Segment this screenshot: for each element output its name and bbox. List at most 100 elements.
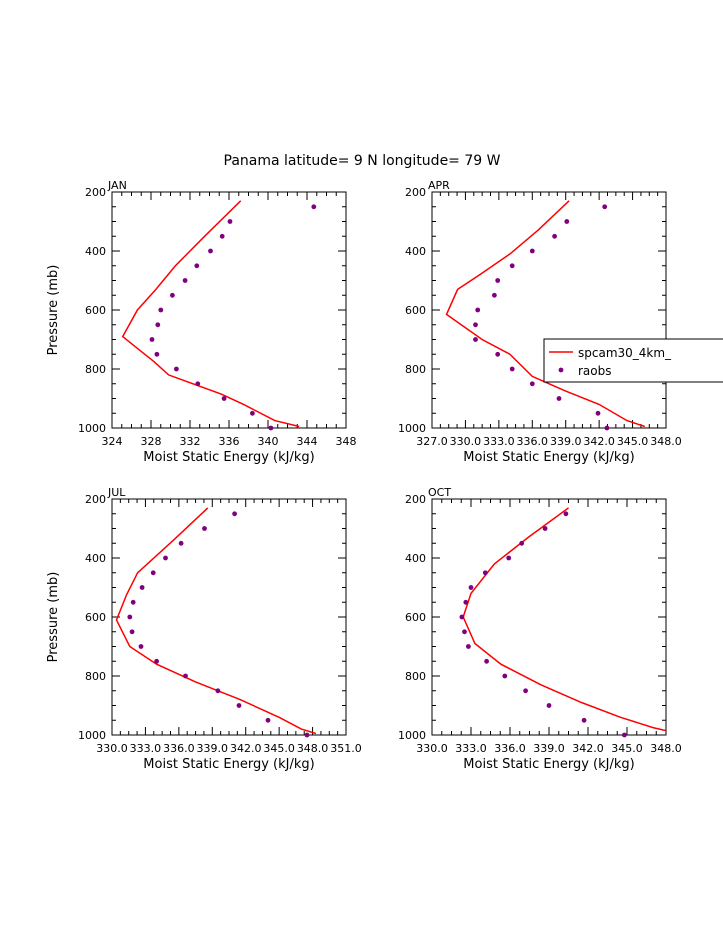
x-tick-label: 344 bbox=[297, 435, 318, 448]
plot-frame bbox=[431, 498, 667, 736]
y-tick-label: 600 bbox=[85, 611, 106, 624]
raob-point bbox=[484, 658, 489, 664]
y-tick-label: 800 bbox=[405, 363, 426, 376]
panel-label: JAN bbox=[107, 179, 127, 192]
panel-jul: JUL 330.0 333.0 336.0 339.0 342.0 345.0 348.0 35… bbox=[46, 486, 362, 772]
x-tick-label: 339.0 bbox=[197, 742, 229, 755]
raob-point bbox=[268, 425, 274, 431]
y-tick-label: 200 bbox=[85, 186, 106, 199]
raob-point bbox=[208, 248, 213, 254]
raob-point bbox=[227, 219, 233, 224]
figure-title: Panama latitude= 9 N longitude= 79 W bbox=[224, 153, 501, 169]
panel-label: JUL bbox=[107, 486, 126, 499]
y-tick-label: 400 bbox=[85, 245, 106, 258]
raob-point bbox=[215, 688, 221, 694]
plot-frame bbox=[111, 498, 347, 736]
raob-point bbox=[127, 614, 133, 620]
raob-point bbox=[523, 688, 528, 694]
y-tick-label: 400 bbox=[405, 552, 426, 565]
model-line-oct bbox=[462, 507, 666, 732]
x-axis-label: Moist Static Energy (kJ/kg) bbox=[143, 757, 314, 772]
y-axis-label: Pressure (mb) bbox=[46, 265, 61, 356]
x-tick-label: 348 bbox=[336, 435, 357, 448]
raob-point bbox=[194, 263, 200, 269]
y-tick-label: 200 bbox=[85, 493, 106, 506]
raob-point bbox=[265, 717, 271, 723]
y-tick-label: 200 bbox=[405, 186, 426, 199]
raob-point bbox=[170, 292, 175, 298]
x-tick-label: 348.0 bbox=[650, 435, 682, 448]
raob-point bbox=[473, 337, 478, 342]
raob-point bbox=[552, 233, 557, 239]
y-tick-label: 800 bbox=[85, 670, 106, 683]
raob-point bbox=[529, 381, 535, 387]
x-tick-label: 345.0 bbox=[263, 742, 295, 755]
y-tick-label: 400 bbox=[85, 552, 106, 565]
x-tick-label: 336.0 bbox=[163, 742, 195, 755]
raob-point bbox=[195, 381, 201, 387]
x-tick-label: 348.0 bbox=[297, 742, 329, 755]
raob-point bbox=[155, 322, 161, 328]
plot-frame bbox=[431, 191, 667, 429]
raob-point bbox=[563, 511, 569, 517]
raob-point bbox=[622, 732, 627, 738]
raob-point bbox=[236, 703, 242, 708]
x-tick-label: 336.0 bbox=[517, 435, 549, 448]
raob-point bbox=[506, 555, 512, 561]
raob-point bbox=[519, 540, 525, 546]
raob-point bbox=[482, 570, 488, 576]
raob-point bbox=[174, 366, 179, 372]
raob-point bbox=[542, 526, 548, 531]
x-tick-label: 342.0 bbox=[230, 742, 262, 755]
x-tick-label: 333.0 bbox=[455, 742, 487, 755]
y-tick-label: 800 bbox=[85, 363, 106, 376]
legend-marker-swatch bbox=[558, 367, 564, 373]
raob-point bbox=[202, 526, 207, 531]
x-tick-label: 342.0 bbox=[572, 742, 604, 755]
raob-point bbox=[495, 278, 501, 283]
panel-label: OCT bbox=[428, 486, 451, 499]
raob-point bbox=[158, 307, 164, 313]
raob-point bbox=[150, 570, 156, 576]
raob-point bbox=[183, 673, 188, 679]
x-tick-label: 345.0 bbox=[611, 742, 643, 755]
y-tick-label: 400 bbox=[405, 245, 426, 258]
raob-point bbox=[529, 248, 535, 254]
panel-oct: OCT 330.0 333.0 336.0 339.0 342.0 345.0 348.0 20… bbox=[398, 486, 682, 772]
y-tick-label: 600 bbox=[405, 304, 426, 317]
x-tick-label: 332 bbox=[180, 435, 201, 448]
x-tick-label: 348.0 bbox=[650, 742, 682, 755]
x-tick-label: 336 bbox=[219, 435, 240, 448]
y-tick-label: 1000 bbox=[78, 422, 106, 435]
panel-jan: JAN 324 328 332 336 340 344 348 200 400 600 800 1000… bbox=[46, 179, 357, 465]
raob-point bbox=[546, 703, 552, 708]
x-tick-label: 330.0 bbox=[416, 742, 448, 755]
x-tick-label: 333.0 bbox=[130, 742, 162, 755]
x-tick-label: 327.0 bbox=[416, 435, 448, 448]
x-tick-label: 328 bbox=[141, 435, 162, 448]
raob-point bbox=[509, 263, 515, 269]
raob-point bbox=[250, 410, 255, 416]
raob-point bbox=[178, 540, 184, 546]
x-tick-label: 333.0 bbox=[483, 435, 515, 448]
raob-point bbox=[468, 585, 474, 590]
raob-point bbox=[139, 585, 145, 590]
raob-point bbox=[604, 425, 610, 431]
raob-point bbox=[459, 614, 465, 620]
raob-point bbox=[221, 396, 227, 401]
y-tick-label: 600 bbox=[85, 304, 106, 317]
plot-frame bbox=[111, 191, 347, 429]
raob-point bbox=[304, 732, 310, 738]
legend-box bbox=[543, 338, 723, 383]
raob-point bbox=[154, 658, 160, 664]
raob-point bbox=[462, 629, 467, 635]
y-tick-label: 800 bbox=[405, 670, 426, 683]
raob-point bbox=[219, 233, 225, 239]
y-tick-label: 200 bbox=[405, 493, 426, 506]
raob-point bbox=[463, 599, 469, 605]
y-axis-label: Pressure (mb) bbox=[46, 572, 61, 663]
raob-point bbox=[154, 351, 160, 357]
raob-point bbox=[182, 278, 188, 283]
raob-point bbox=[149, 337, 155, 342]
